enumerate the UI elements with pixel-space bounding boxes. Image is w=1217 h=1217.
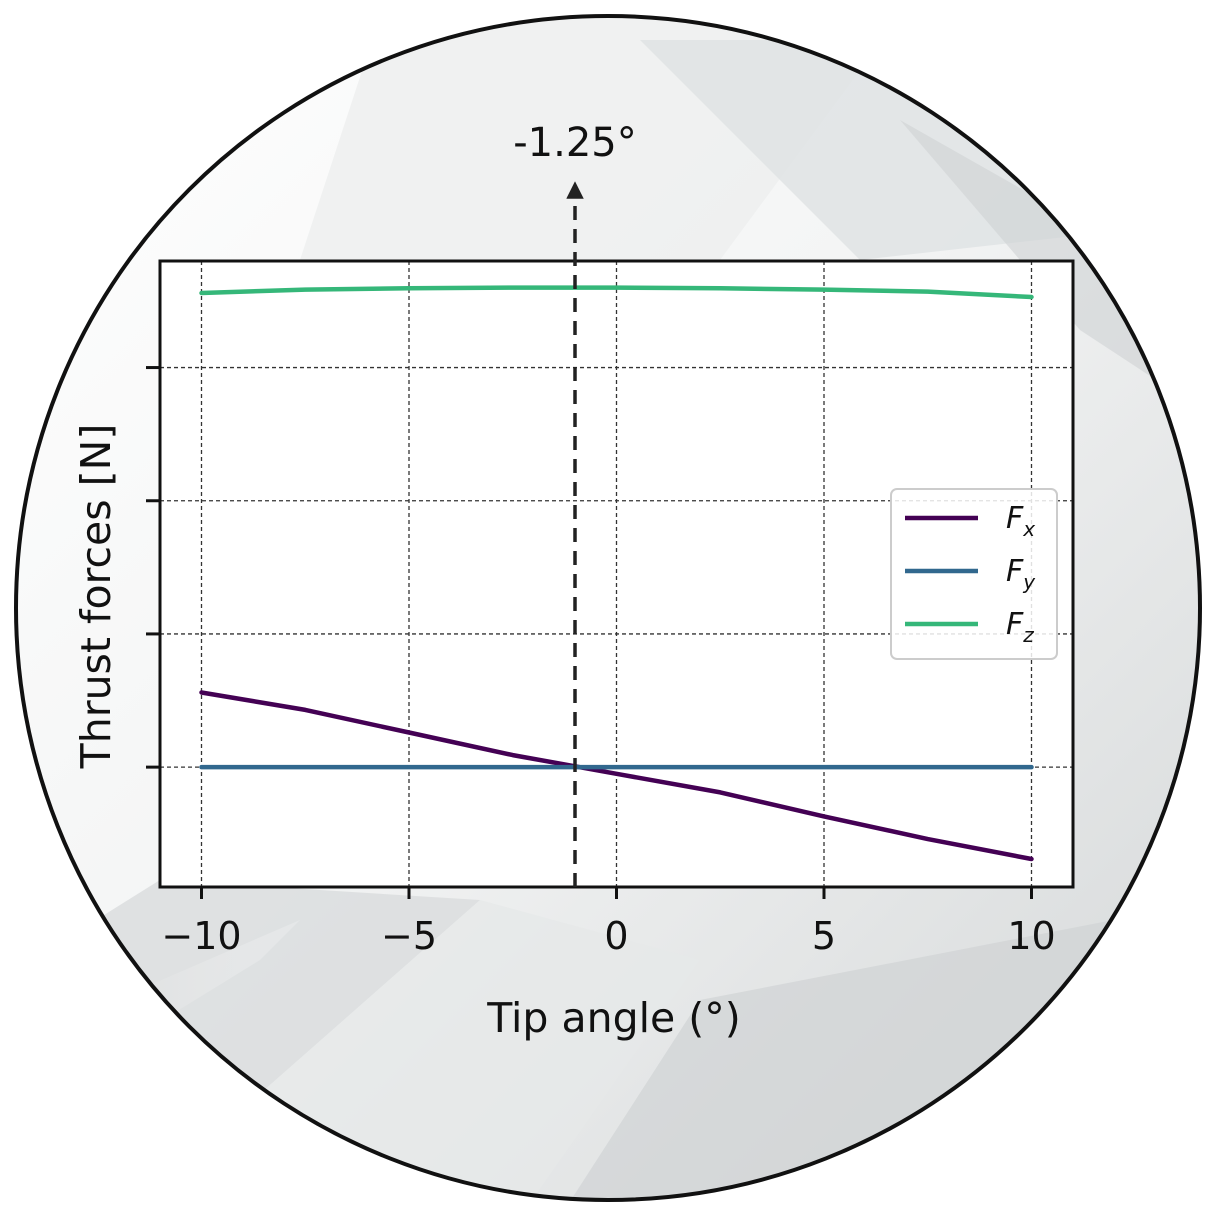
annotation: -1.25°	[513, 120, 637, 887]
x-tick-label: 5	[812, 914, 836, 958]
series-lines	[199, 285, 1034, 862]
x-tick-label: 10	[1007, 914, 1055, 958]
series-line-fz	[199, 285, 1034, 300]
x-axis-title: Tip angle (°)	[486, 994, 741, 1042]
annotation-label: -1.25°	[513, 120, 637, 166]
x-tick-label: −10	[161, 914, 241, 958]
ticks: −10 −5 0 5 10	[146, 366, 1056, 958]
legend-label-fz: Fz	[1006, 607, 1034, 647]
legend-box	[890, 488, 1058, 660]
y-axis-title: Thrust forces [N]	[72, 424, 120, 770]
legend: Fx Fy Fz	[890, 488, 1058, 660]
legend-label-fy: Fy	[1006, 554, 1036, 594]
series-line-fx	[199, 690, 1034, 862]
x-tick-label: 0	[604, 914, 628, 958]
x-tick-label: −5	[381, 914, 437, 958]
legend-label-fx: Fx	[1006, 501, 1035, 541]
circle-border	[14, 14, 1202, 1202]
